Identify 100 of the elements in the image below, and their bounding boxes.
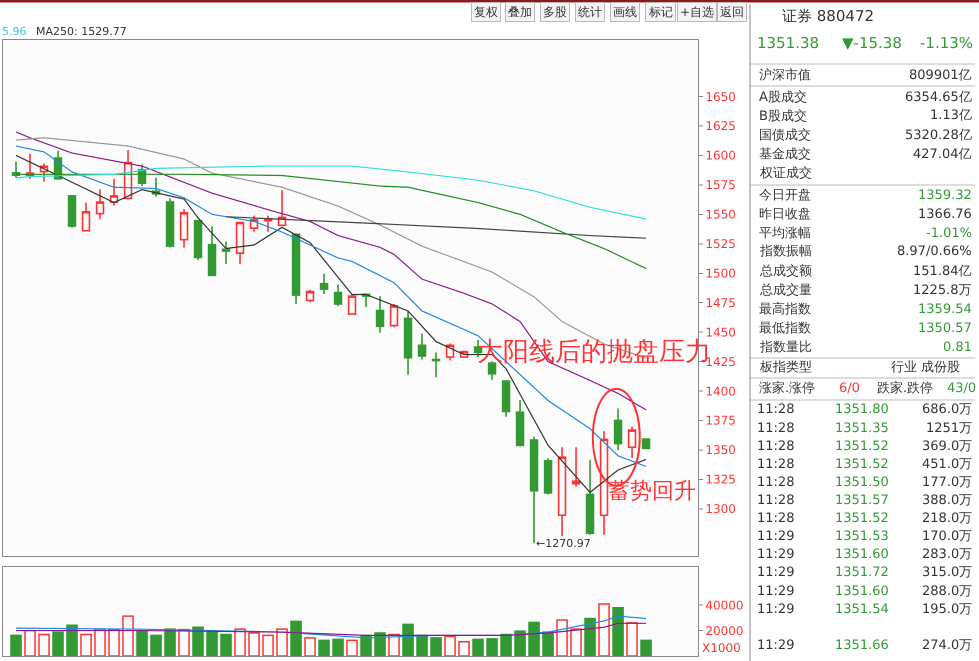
candlestick [264,214,272,233]
bar [248,632,260,656]
text: 1351.60 [835,547,889,562]
candlestick [558,446,566,537]
text: 1351.60 [835,584,889,599]
text: 11:28 [757,511,794,526]
text: 平均涨幅 [759,226,811,241]
line-series [15,174,647,270]
text: 国债成交 [759,127,811,143]
y-tick-label: 1375 [705,414,736,428]
annotation: ←1270.97 [536,537,591,550]
text: 1366.76 [918,207,972,222]
y-tick-label: 1625 [705,119,736,134]
text: 最低指数 [759,321,811,336]
y-tick-label: 1500 [705,266,736,280]
text: 11:28 [757,421,794,436]
text: 11:29 [757,547,794,562]
text: -1.01% [926,226,972,241]
text: 板指类型 [759,360,812,375]
text: 427.04亿 [913,147,972,162]
text: 1351.52 [835,457,889,472]
text: 1251万 [926,421,972,436]
bar [416,634,428,656]
text: 统计 [578,5,602,19]
text: 1351.54 [835,602,889,617]
bar [178,628,190,656]
bar [290,620,302,656]
bar [584,618,596,656]
text: 标记 [648,5,673,19]
text: 0.81 [943,340,972,355]
text: 今日开盘 [759,188,811,203]
candlestick [572,446,580,488]
candlestick [334,284,342,307]
text: 388.0万 [922,493,972,508]
line-series [15,622,647,636]
text: ▼-15.38 [842,34,902,52]
text: 总成交额 [759,263,812,279]
text: 基金成交 [759,146,811,162]
y-tick-label: 1300 [705,502,736,516]
candlestick [166,198,174,248]
text: 1351.50 [835,475,889,490]
bar [640,640,652,656]
bar [10,634,22,656]
text: 返回 [720,5,744,19]
text: 151.84亿 [913,264,972,279]
text: 总成交量 [759,282,812,298]
text: 809901亿 [909,68,972,83]
line-series [225,216,647,239]
text: 1351.53 [835,529,889,544]
bar [94,628,106,656]
candlestick [544,457,552,496]
text: 11:28 [757,475,794,490]
bar [626,622,638,656]
text: 11:29 [757,529,794,544]
y-tick-label: 1525 [705,237,736,252]
text: 1.13亿 [930,108,972,123]
text: 涨家.涨停 [759,380,816,396]
text: 283.0万 [922,547,972,562]
text: 1351.72 [835,565,889,580]
text: 1350.57 [918,321,972,336]
text: 昨日收盘 [759,207,811,222]
text: 1351.66 [835,638,889,653]
text: 11:29 [757,638,794,653]
bar [38,634,50,656]
text: 11:28 [757,457,794,472]
candlestick [642,438,650,450]
candlestick [530,436,538,544]
candlestick [222,240,230,265]
text: 6354.65亿 [905,90,972,105]
text: 复权 [474,5,498,19]
text: 170.0万 [922,529,972,544]
text: 43/0 [947,381,976,396]
candlestick [446,342,454,362]
bar [598,603,610,656]
bar [164,628,176,656]
y-tick-label: 20000 [705,624,744,638]
candlestick [586,458,594,536]
text: 5.96 [2,25,26,38]
text: B股成交 [759,108,807,124]
candlestick [236,220,244,265]
text: 多股 [543,5,567,19]
text: 451.0万 [922,457,972,472]
bar [430,637,442,656]
bar [612,607,624,656]
text: 证券 880472 [782,7,874,25]
candlestick [292,233,300,305]
bar [150,634,162,656]
text: 1351.57 [835,493,889,508]
y-tick-label: 1600 [705,148,736,163]
y-tick-label: 1325 [705,472,736,487]
candlestick [348,293,356,316]
text: 11:28 [757,493,794,508]
candlestick [390,303,398,328]
text: 指数量比 [759,340,812,355]
bar [52,631,64,656]
y-tick-label: 1550 [705,208,736,222]
text: 沪深市值 [759,67,811,83]
text: 1225.8万 [913,283,972,298]
text: 686.0万 [922,402,972,417]
candlestick [404,310,412,376]
